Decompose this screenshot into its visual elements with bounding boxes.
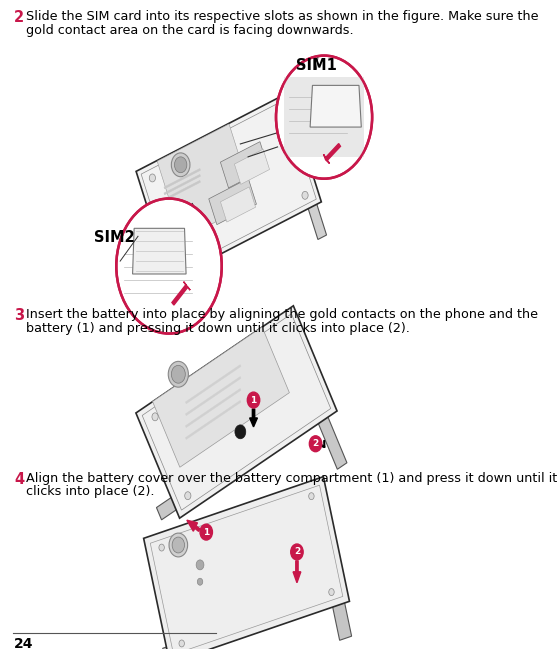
Text: 2: 2	[294, 547, 300, 557]
Text: 2: 2	[14, 10, 24, 25]
Polygon shape	[142, 314, 331, 510]
Circle shape	[169, 533, 188, 557]
Circle shape	[152, 413, 158, 421]
Circle shape	[329, 589, 334, 596]
Polygon shape	[310, 86, 361, 127]
Polygon shape	[163, 589, 338, 654]
Circle shape	[196, 560, 204, 570]
Polygon shape	[284, 77, 364, 157]
Polygon shape	[157, 407, 309, 520]
Text: gold contact area on the card is facing downwards.: gold contact area on the card is facing …	[26, 24, 353, 37]
FancyArrow shape	[250, 409, 257, 427]
Circle shape	[185, 492, 191, 500]
FancyArrow shape	[187, 520, 200, 532]
Text: Slide the SIM card into its respective slots as shown in the figure. Make sure t: Slide the SIM card into its respective s…	[26, 10, 538, 23]
Polygon shape	[133, 228, 186, 274]
Text: 1: 1	[251, 396, 257, 405]
Ellipse shape	[276, 56, 372, 179]
Text: 4: 4	[14, 472, 24, 487]
Polygon shape	[136, 94, 321, 280]
Text: 24: 24	[14, 638, 33, 651]
Polygon shape	[141, 100, 316, 273]
Polygon shape	[136, 306, 337, 518]
Circle shape	[291, 544, 303, 560]
Circle shape	[149, 174, 155, 182]
Polygon shape	[150, 485, 343, 654]
Circle shape	[309, 436, 322, 452]
Text: Align the battery cover over the battery compartment (1) and press it down until: Align the battery cover over the battery…	[26, 472, 557, 485]
Polygon shape	[221, 142, 268, 188]
Polygon shape	[164, 169, 201, 189]
Polygon shape	[164, 181, 201, 201]
Polygon shape	[315, 519, 351, 640]
Polygon shape	[153, 327, 290, 467]
Polygon shape	[144, 477, 349, 654]
FancyArrow shape	[324, 144, 340, 164]
Circle shape	[247, 392, 260, 408]
Text: 2: 2	[312, 439, 319, 448]
Circle shape	[174, 157, 187, 173]
FancyArrow shape	[293, 561, 301, 583]
Text: clicks into place (2).: clicks into place (2).	[26, 485, 154, 498]
Circle shape	[179, 640, 184, 647]
FancyArrow shape	[172, 282, 190, 305]
Polygon shape	[157, 124, 254, 239]
Text: 1: 1	[203, 528, 209, 536]
Polygon shape	[185, 400, 241, 439]
Circle shape	[172, 153, 190, 177]
Circle shape	[200, 524, 212, 540]
Polygon shape	[234, 149, 270, 184]
Polygon shape	[185, 377, 241, 415]
Circle shape	[309, 492, 314, 500]
Text: 3: 3	[14, 308, 24, 322]
Ellipse shape	[116, 199, 222, 334]
Circle shape	[159, 544, 164, 551]
Circle shape	[302, 192, 308, 199]
Polygon shape	[164, 175, 201, 195]
Text: SIM2: SIM2	[94, 230, 135, 245]
Circle shape	[235, 425, 246, 439]
Circle shape	[168, 362, 188, 387]
Circle shape	[172, 366, 185, 383]
Polygon shape	[286, 134, 326, 239]
Circle shape	[276, 109, 282, 116]
Polygon shape	[185, 388, 241, 428]
Circle shape	[197, 578, 203, 585]
Text: Insert the battery into place by aligning the gold contacts on the phone and the: Insert the battery into place by alignin…	[26, 308, 538, 320]
Polygon shape	[209, 179, 256, 224]
Polygon shape	[221, 187, 256, 222]
Polygon shape	[185, 365, 241, 404]
Text: battery (1) and pressing it down until it clicks into place (2).: battery (1) and pressing it down until i…	[26, 322, 409, 335]
Circle shape	[175, 257, 182, 265]
Polygon shape	[296, 364, 347, 470]
Circle shape	[172, 537, 184, 553]
Text: SIM1: SIM1	[296, 58, 337, 73]
